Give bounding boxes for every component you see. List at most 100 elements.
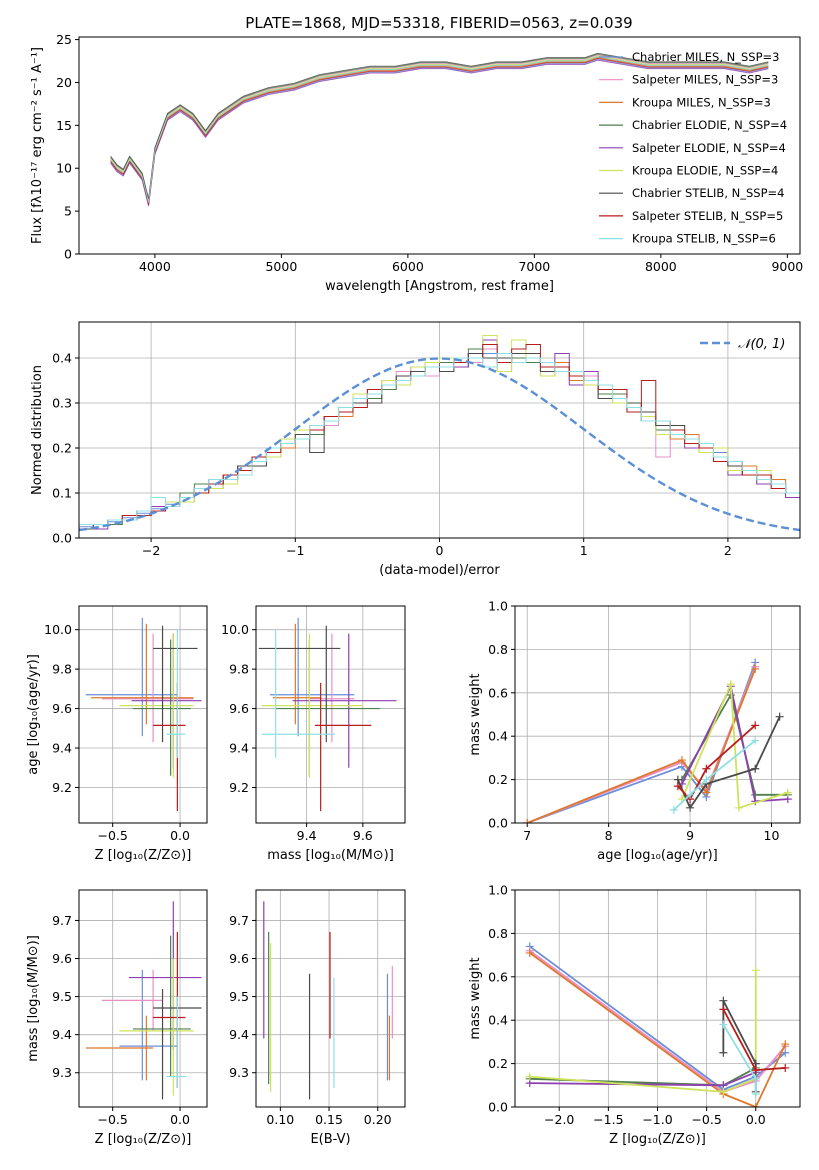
y-tick-label: 10.0 (221, 622, 249, 637)
x-tick-label: −1.0 (642, 1112, 672, 1127)
y-tick-label: 0.4 (488, 1013, 508, 1028)
mass-weight-point (751, 1089, 760, 1098)
axes-frame (255, 889, 406, 1108)
y-tick-label: 0.0 (488, 1100, 508, 1115)
y-tick-label: 9.4 (229, 1027, 249, 1042)
panel-age_vs_Z: −0.5 0.0 9.2 9.4 9.6 9.8 10.0 Z [log₁₀(Z/Z⊙)] ag… (26, 605, 208, 863)
x-tick-label: 6000 (392, 259, 424, 274)
panel-age_vs_mass: 9.4 9.6 9.2 9.4 9.6 9.8 10.0 mass [log₁₀(M/M⊙)] (221, 605, 406, 863)
mass-weight-point (751, 764, 760, 773)
y-tick-label: 1.0 (488, 883, 508, 898)
y-tick-label: 9.6 (52, 701, 72, 716)
y-tick-label: 25 (56, 32, 72, 47)
x-tick-label: 7000 (518, 259, 550, 274)
x-tick-label: 8 (605, 828, 613, 843)
y-tick-label: 0 (64, 247, 72, 262)
y-tick-label: 0.2 (52, 441, 72, 456)
y-axis-label: mass [log₁₀(M/M⊙)] (26, 935, 41, 1062)
x-axis-label: Z [log₁₀(Z/Z⊙)] (95, 848, 192, 863)
x-axis-label: wavelength [Angstrom, rest frame] (325, 279, 554, 294)
y-tick-label: 9.6 (52, 951, 72, 966)
x-axis-label: Z [log₁₀(Z/Z⊙)] (609, 1132, 706, 1147)
y-axis-label: mass weight (468, 957, 483, 1039)
panel-mass_vs_Z: −0.5 0.0 9.3 9.4 9.5 9.6 9.7 Z [log₁₀(Z/Z⊙)] mas… (26, 889, 208, 1147)
mass-weight-point (775, 712, 784, 721)
y-tick-label: 0.4 (488, 729, 508, 744)
mass-weight-point (751, 1074, 760, 1083)
mass-weight-point (751, 1103, 760, 1107)
mass-weight-line (681, 683, 789, 810)
panel-mass_vs_ebv: 0.10 0.15 0.20 9.3 9.4 9.5 9.6 9.7 E(B-V) (229, 889, 406, 1147)
mass-weight-point (702, 775, 711, 784)
y-tick-label: 5 (64, 204, 72, 219)
y-tick-label: 15 (56, 118, 72, 133)
x-tick-label: 9.6 (353, 828, 373, 843)
x-tick-label: 0.15 (315, 1112, 343, 1127)
legend-entry: Kroupa STELIB, N_SSP=6 (632, 232, 776, 246)
legend-entry: Chabrier MILES, N_SSP=3 (632, 50, 779, 64)
legend-entry: Salpeter MILES, N_SSP=3 (632, 73, 778, 87)
x-tick-label: 1 (580, 543, 588, 558)
normal-curve-line (79, 357, 800, 532)
y-tick-label: 20 (56, 75, 72, 90)
x-tick-label: 0.0 (746, 1112, 766, 1127)
x-tick-label: 5000 (265, 259, 297, 274)
x-axis-label: (data-model)/error (379, 563, 500, 578)
y-tick-label: 0.6 (488, 969, 508, 984)
x-tick-label: 0.0 (170, 1112, 190, 1127)
mass-weight-point (525, 948, 534, 957)
spectrum-model-line (110, 52, 769, 200)
x-tick-label: 9 (686, 828, 694, 843)
axes-frame (78, 889, 208, 1108)
mass-weight-point (734, 803, 743, 812)
mass-weight-point (702, 788, 711, 797)
mass-weight-line (673, 739, 756, 811)
x-tick-label: −1.5 (593, 1112, 623, 1127)
mass-weight-point (686, 803, 695, 812)
panel-residuals: −2 −1 0 1 2 0.0 0.1 0.2 0.3 0.4 (data-model)/error… (30, 321, 801, 578)
plot-area (85, 901, 202, 1100)
x-tick-label: −2.0 (544, 1112, 574, 1127)
panel-mass_weight_vs_age: 7 8 9 10 0.0 0.2 0.4 0.6 0.8 1.0 age [log₁₀(age/yr… (468, 599, 801, 863)
y-tick-label: 0.2 (488, 1056, 508, 1071)
x-tick-label: −0.5 (98, 828, 128, 843)
y-tick-label: 9.6 (229, 701, 249, 716)
mass-weight-point (751, 966, 760, 975)
histogram-step-line (79, 353, 800, 525)
y-tick-label: 9.2 (229, 780, 249, 795)
mass-weight-point (751, 664, 760, 673)
y-axis-label: Normed distribution (30, 365, 45, 495)
mass-weight-line (526, 668, 757, 823)
legend-entry: Kroupa MILES, N_SSP=3 (632, 95, 771, 109)
x-tick-label: −2 (142, 543, 160, 558)
mass-weight-point (719, 1087, 728, 1096)
mass-weight-point (719, 996, 728, 1005)
y-axis-label: mass weight (468, 673, 483, 755)
mass-weight-point (726, 680, 735, 689)
axes-frame (514, 605, 801, 824)
plot-area (110, 52, 769, 207)
y-tick-label: 0.0 (488, 816, 508, 831)
y-tick-label: 9.5 (229, 989, 249, 1004)
y-tick-label: 10.0 (44, 622, 72, 637)
spectrum-legend: Chabrier MILES, N_SSP=3 Salpeter MILES, N… (599, 50, 787, 246)
axes-frame (78, 36, 801, 255)
x-tick-label: 2 (724, 543, 732, 558)
x-tick-label: −1 (286, 543, 304, 558)
mass-weight-point (781, 1063, 790, 1072)
x-tick-label: −0.5 (98, 1112, 128, 1127)
mass-weight-point (702, 764, 711, 773)
x-axis-label: mass [log₁₀(M/M⊙)] (267, 848, 394, 863)
mass-weight-point (751, 736, 760, 745)
x-axis-label: age [log₁₀(age/yr)] (597, 848, 718, 863)
legend-entry: Salpeter ELODIE, N_SSP=4 (632, 141, 786, 155)
y-tick-label: 9.3 (52, 1065, 72, 1080)
y-tick-label: 0.3 (52, 396, 72, 411)
mass-weight-point (719, 1048, 728, 1057)
y-tick-label: 10 (56, 161, 72, 176)
x-tick-label: −0.5 (691, 1112, 721, 1127)
y-tick-label: 0.0 (52, 531, 72, 546)
y-tick-label: 9.7 (52, 913, 72, 928)
